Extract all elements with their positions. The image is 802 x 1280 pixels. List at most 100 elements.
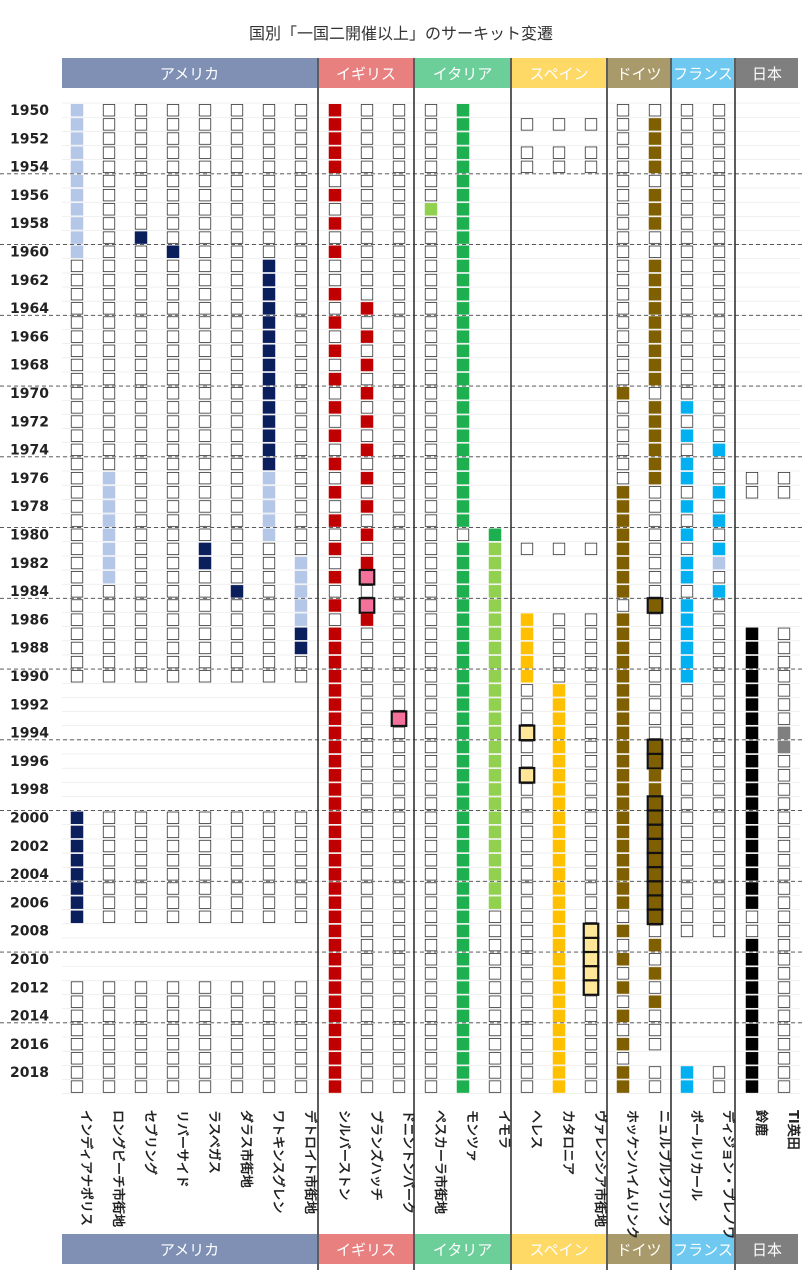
empty-cell	[584, 1038, 598, 1051]
held-cell	[616, 486, 630, 499]
empty-cell	[166, 302, 180, 315]
empty-cell	[230, 981, 244, 994]
held-cell	[680, 570, 694, 584]
empty-cell	[262, 571, 276, 584]
held-cell	[680, 528, 694, 541]
empty-cell	[166, 471, 180, 485]
empty-cell	[134, 1080, 148, 1093]
empty-cell	[424, 655, 438, 669]
held-cell	[102, 570, 116, 584]
held-cell	[488, 797, 502, 810]
empty-cell	[294, 1080, 308, 1093]
empty-cell	[230, 613, 244, 626]
held-cell	[488, 542, 502, 556]
circuit-label: ニュルブルクリンク	[656, 1110, 672, 1227]
held-cell	[328, 712, 342, 725]
empty-cell	[616, 938, 630, 952]
empty-cell	[102, 160, 116, 174]
empty-cell	[712, 245, 726, 258]
empty-cell	[360, 924, 374, 938]
held-cell	[360, 570, 374, 584]
held-cell	[616, 839, 630, 853]
held-cell	[328, 655, 342, 669]
empty-cell	[102, 330, 116, 343]
empty-cell	[102, 825, 116, 839]
held-cell	[328, 698, 342, 711]
held-cell	[488, 627, 502, 641]
empty-cell	[424, 981, 438, 994]
empty-cell	[584, 160, 598, 174]
empty-cell	[230, 259, 244, 273]
empty-cell	[262, 231, 276, 244]
held-cell	[328, 104, 342, 117]
held-cell	[745, 783, 759, 796]
held-cell	[70, 118, 84, 131]
empty-cell	[680, 896, 694, 909]
held-cell	[648, 118, 662, 131]
empty-cell	[134, 387, 148, 400]
empty-cell	[712, 896, 726, 909]
year-label: 1984	[10, 584, 49, 600]
empty-cell	[712, 457, 726, 471]
held-cell	[552, 712, 566, 725]
year-label: 2018	[10, 1065, 49, 1081]
held-cell	[456, 882, 470, 895]
held-cell	[456, 259, 470, 273]
year-label: 1990	[10, 669, 49, 685]
circuit-label: ドニントンパーク	[400, 1110, 415, 1214]
held-cell	[360, 556, 374, 570]
empty-cell	[584, 641, 598, 655]
empty-cell	[230, 500, 244, 513]
empty-cell	[360, 896, 374, 909]
empty-cell	[262, 1023, 276, 1037]
held-cell	[680, 471, 694, 485]
held-cell	[262, 486, 276, 499]
held-cell	[488, 839, 502, 853]
empty-cell	[166, 1080, 180, 1093]
empty-cell	[777, 684, 791, 697]
empty-cell	[712, 670, 726, 683]
empty-cell	[777, 882, 791, 895]
empty-cell	[294, 273, 308, 287]
empty-cell	[166, 839, 180, 853]
held-cell	[648, 995, 662, 1008]
empty-cell	[230, 599, 244, 612]
empty-cell	[680, 259, 694, 273]
empty-cell	[488, 924, 502, 938]
empty-cell	[70, 1080, 84, 1093]
empty-cell	[424, 217, 438, 230]
empty-cell	[584, 655, 598, 669]
empty-cell	[648, 924, 662, 938]
empty-cell	[360, 217, 374, 230]
empty-cell	[166, 585, 180, 598]
empty-cell	[584, 797, 598, 810]
held-cell	[456, 953, 470, 966]
empty-cell	[584, 118, 598, 131]
empty-cell	[392, 259, 406, 273]
empty-cell	[648, 627, 662, 640]
empty-cell	[584, 854, 598, 867]
held-cell	[70, 245, 84, 258]
held-cell	[648, 839, 662, 853]
held-cell	[328, 146, 342, 159]
empty-cell	[70, 358, 84, 372]
empty-cell	[392, 854, 406, 867]
empty-cell	[777, 924, 791, 938]
empty-cell	[262, 868, 276, 881]
empty-cell	[584, 146, 598, 159]
empty-cell	[230, 146, 244, 159]
empty-cell	[230, 316, 244, 329]
empty-cell	[392, 769, 406, 782]
empty-cell	[520, 953, 534, 966]
empty-cell	[262, 839, 276, 853]
held-cell	[328, 217, 342, 230]
empty-cell	[424, 188, 438, 202]
circuit-label: ヘレス	[528, 1110, 543, 1149]
empty-cell	[777, 769, 791, 782]
empty-cell	[424, 726, 438, 739]
held-cell	[456, 1037, 470, 1051]
held-cell	[456, 613, 470, 626]
empty-cell	[680, 839, 694, 853]
empty-cell	[520, 938, 534, 952]
empty-cell	[262, 556, 276, 570]
